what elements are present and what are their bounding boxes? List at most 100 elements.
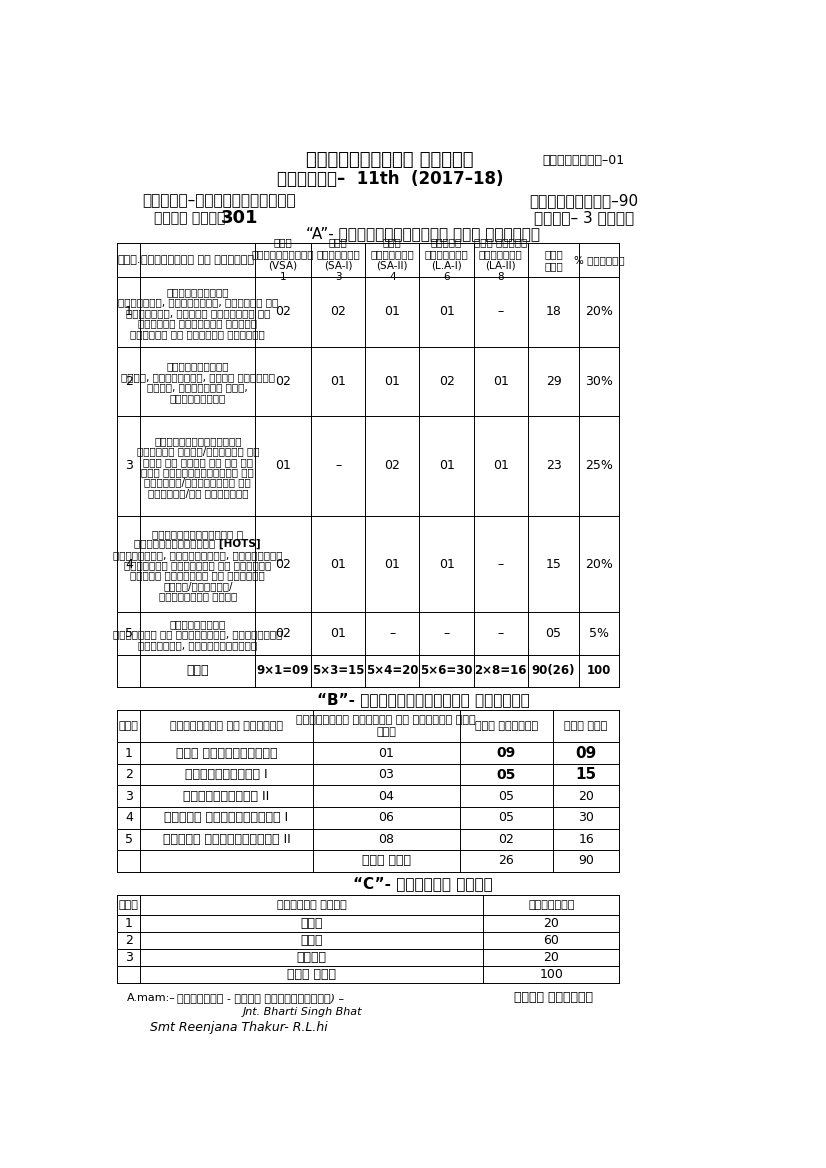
Text: दीर्घ लघुउत्तरीय I: दीर्घ लघुउत्तरीय I xyxy=(164,812,288,825)
Text: मनीष तिवारी: मनीष तिवारी xyxy=(514,992,593,1004)
Text: विषय कोडः–: विषय कोडः– xyxy=(154,211,236,225)
Text: 08: 08 xyxy=(378,833,394,846)
Text: 26: 26 xyxy=(498,854,514,868)
Text: 30: 30 xyxy=(578,812,594,825)
Text: कक्षाः–  11th  (2017–18): कक्षाः– 11th (2017–18) xyxy=(277,169,503,188)
Text: 301: 301 xyxy=(221,209,259,227)
Text: 02: 02 xyxy=(384,459,401,472)
Text: दीर्घ लघुउत्तरीय II: दीर्घ लघुउत्तरीय II xyxy=(163,833,291,846)
Text: 90(26): 90(26) xyxy=(532,665,575,677)
Text: पहचानना, सूचना इत्यादि पर: पहचानना, सूचना इत्यादि पर xyxy=(126,308,270,318)
Text: कुल
अंक: कुल अंक xyxy=(544,249,563,271)
Text: 16: 16 xyxy=(578,833,594,846)
Text: 3: 3 xyxy=(125,951,133,964)
Text: क्र: क्र xyxy=(119,899,139,910)
Text: 20: 20 xyxy=(544,951,559,964)
Text: Smt Reenjana Thakur- R.L.hi: Smt Reenjana Thakur- R.L.hi xyxy=(150,1021,327,1034)
Text: लघुउत्तरीय II: लघुउत्तरीय II xyxy=(183,790,269,802)
Text: समझ के आधार पर दी गई: समझ के आधार पर दी गई xyxy=(143,457,253,467)
Text: विशेष जानकारी को समाहित: विशेष जानकारी को समाहित xyxy=(131,570,265,580)
Text: 1: 1 xyxy=(125,305,133,319)
Text: 5×4=20: 5×4=20 xyxy=(366,665,419,677)
Text: सुसंगठित करना: सुसंगठित करना xyxy=(159,591,237,602)
Text: –: – xyxy=(498,305,504,319)
Text: 20: 20 xyxy=(578,790,594,802)
Text: –: – xyxy=(498,627,504,640)
Text: 05: 05 xyxy=(496,767,516,781)
Text: 02: 02 xyxy=(275,305,291,319)
Text: 05: 05 xyxy=(498,812,515,825)
Text: लघुउत्तरीय I: लघुउत्तरीय I xyxy=(185,769,268,781)
Text: 01: 01 xyxy=(384,375,401,388)
Text: 30%: 30% xyxy=(586,375,613,388)
Text: परिशिष्ट–01: परिशिष्ट–01 xyxy=(543,154,624,167)
Text: संश्लेषणात्मक [HOTS]: संश्लेषणात्मक [HOTS] xyxy=(135,540,261,549)
Text: दीर्घ
उत्तरीय
(L.A-I)
6: दीर्घ उत्तरीय (L.A-I) 6 xyxy=(425,237,468,283)
Text: 5: 5 xyxy=(125,833,133,846)
Text: 01: 01 xyxy=(439,557,454,570)
Text: 01: 01 xyxy=(439,459,454,472)
Text: –: – xyxy=(335,459,341,472)
Text: प्रत्येक प्रश्न पर आवंटित अंक
अंक: प्रत्येक प्रश्न पर आवंटित अंक अंक xyxy=(297,715,476,737)
Text: समझाना/सिद्धांत के: समझाना/सिद्धांत के xyxy=(145,478,251,487)
Text: 02: 02 xyxy=(330,305,346,319)
Text: 09: 09 xyxy=(576,745,596,760)
Text: 9×1=09: 9×1=09 xyxy=(257,665,309,677)
Text: 01: 01 xyxy=(330,557,346,570)
Text: 01: 01 xyxy=(330,627,346,640)
Text: कठिनाई स्तर: कठिनाई स्तर xyxy=(277,899,347,910)
Text: 5×3=15: 5×3=15 xyxy=(312,665,364,677)
Text: 02: 02 xyxy=(275,375,291,388)
Text: 20: 20 xyxy=(544,917,559,930)
Text: अति
लघुउत्तरीय
(VSA)
1: अति लघुउत्तरीय (VSA) 1 xyxy=(252,237,315,283)
Text: –: – xyxy=(389,627,396,640)
Text: अर्थ, व्याख्या, अंतर स्पष्ट: अर्थ, व्याख्या, अंतर स्पष्ट xyxy=(121,373,275,382)
Text: मूल्यांकन: मूल्यांकन xyxy=(169,619,226,630)
Text: 01: 01 xyxy=(439,305,454,319)
Text: करना, वैचारिक समझ,: करना, वैचारिक समझ, xyxy=(147,382,248,392)
Text: 2: 2 xyxy=(125,933,133,947)
Text: 100: 100 xyxy=(587,665,611,677)
Text: लघु
उत्तरीय
(SA-II)
4: लघु उत्तरीय (SA-II) 4 xyxy=(370,237,414,283)
Text: 05: 05 xyxy=(498,790,515,802)
Text: 05: 05 xyxy=(545,627,562,640)
Text: उदाहरण सहित/संदर्भ और: उदाहरण सहित/संदर्भ और xyxy=(136,446,259,457)
Text: विषयः–लेखाशास्त्र: विषयः–लेखाशास्त्र xyxy=(143,193,297,208)
Text: –: – xyxy=(498,557,504,570)
Text: 18: 18 xyxy=(546,305,562,319)
Text: 02: 02 xyxy=(498,833,515,846)
Text: 01: 01 xyxy=(378,746,394,759)
Text: प्रश्नपत्र योजना: प्रश्नपत्र योजना xyxy=(306,151,474,169)
Text: प्रश्नों का प्रकार: प्रश्नों का प्रकार xyxy=(141,255,254,265)
Text: कठिन: कठिन xyxy=(297,951,327,964)
Text: 2×8=16: 2×8=16 xyxy=(475,665,527,677)
Text: 01: 01 xyxy=(384,305,401,319)
Text: 4: 4 xyxy=(125,812,133,825)
Text: समाधान/हल निकालना: समाधान/हल निकालना xyxy=(148,488,248,498)
Text: 2: 2 xyxy=(125,769,133,781)
Text: 3: 3 xyxy=(125,459,133,472)
Text: प्रश्नों का प्रकार: प्रश्नों का प्रकार xyxy=(170,721,283,731)
Text: 20%: 20% xyxy=(586,557,613,570)
Text: 90: 90 xyxy=(578,854,594,868)
Text: कुल योग: कुल योग xyxy=(362,854,411,868)
Text: 23: 23 xyxy=(546,459,562,472)
Text: 06: 06 xyxy=(378,812,394,825)
Text: 01: 01 xyxy=(493,459,509,472)
Text: नयी परिस्थितियों को: नयी परिस्थितियों को xyxy=(141,467,254,477)
Text: 20%: 20% xyxy=(586,305,613,319)
Text: अति दीर्घ
उत्तरीय
(LA-II)
8: अति दीर्घ उत्तरीय (LA-II) 8 xyxy=(474,237,528,283)
Text: “B”- प्रश्नानुसार विभाजन: “B”- प्रश्नानुसार विभाजन xyxy=(317,691,529,707)
Text: 02: 02 xyxy=(275,627,291,640)
Text: अवबोधात्मक: अवबोधात्मक xyxy=(167,362,229,371)
Text: क्र.: क्र. xyxy=(117,255,140,265)
Text: –: – xyxy=(444,627,449,640)
Text: 09: 09 xyxy=(496,746,516,760)
Text: परिभाषा, सिद्धांत, तथ्यों को: परिभाषा, सिद्धांत, तथ्यों को xyxy=(117,298,278,307)
Text: 29: 29 xyxy=(546,375,562,388)
Text: 100: 100 xyxy=(539,967,563,981)
Text: करना/एकीकरण/: करना/एकीकरण/ xyxy=(163,580,233,591)
Text: कुल प्रश्न: कुल प्रश्न xyxy=(475,721,538,731)
Text: 15: 15 xyxy=(546,557,562,570)
Text: 5×6=30: 5×6=30 xyxy=(420,665,472,677)
